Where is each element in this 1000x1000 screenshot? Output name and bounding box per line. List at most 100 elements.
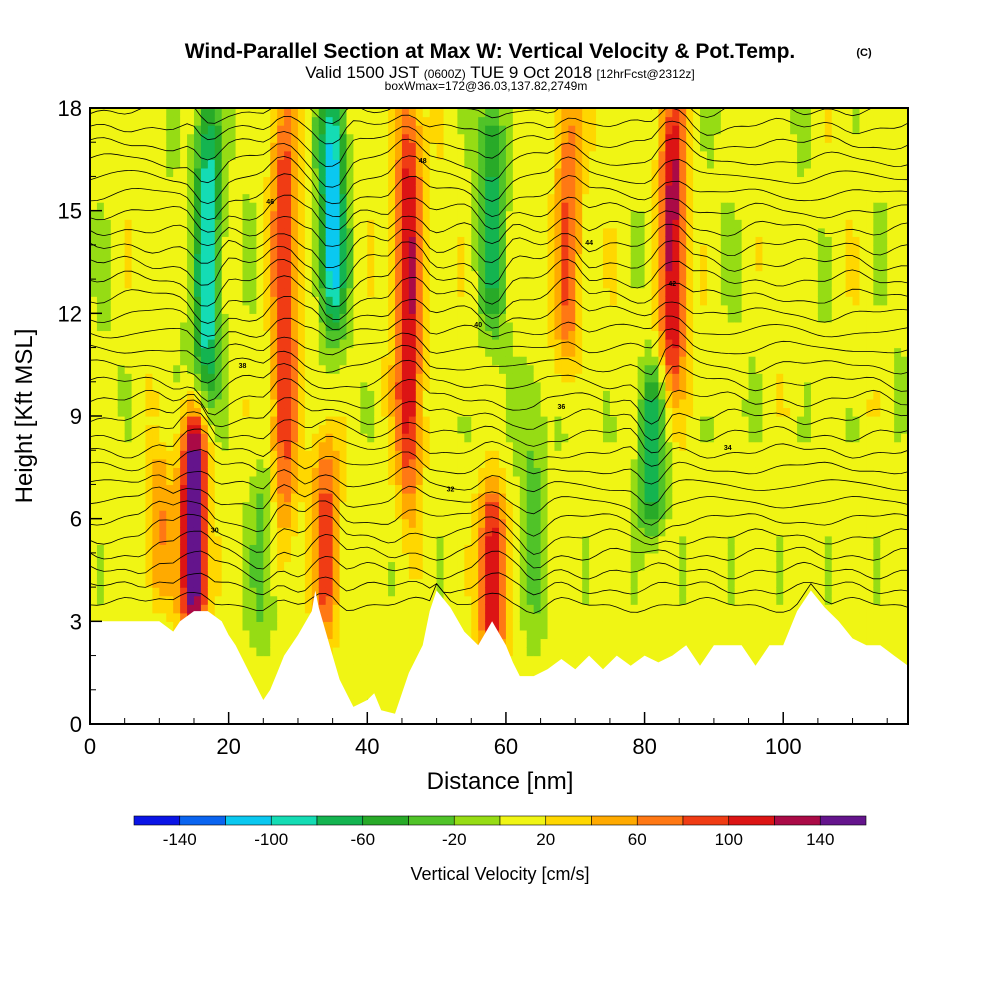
w-cell (110, 398, 119, 409)
w-cell (339, 296, 348, 306)
w-cell (554, 407, 562, 417)
w-cell (124, 467, 133, 477)
w-cell (374, 321, 382, 332)
w-cell (318, 262, 327, 272)
w-cell (297, 253, 306, 263)
w-cell (193, 270, 202, 280)
w-cell (429, 407, 438, 417)
w-cell (284, 262, 292, 272)
w-cell (401, 587, 410, 597)
w-cell (291, 116, 299, 126)
w-cell (117, 364, 126, 374)
w-cell (381, 287, 389, 297)
w-cell (499, 587, 507, 597)
w-cell (256, 604, 264, 614)
w-cell (291, 407, 299, 417)
w-cell (450, 433, 458, 443)
w-cell (395, 664, 403, 674)
w-cell (297, 441, 306, 451)
w-cell (367, 279, 375, 289)
w-cell (103, 612, 112, 622)
w-cell (311, 304, 320, 314)
w-cell (471, 587, 479, 597)
w-cell (318, 321, 327, 332)
w-cell (505, 176, 514, 186)
w-cell (395, 270, 403, 280)
subtitle-date: TUE 9 Oct 2018 (470, 63, 592, 82)
w-cell (381, 647, 389, 657)
w-cell (228, 467, 237, 477)
w-cell (297, 279, 306, 289)
w-cell (353, 167, 361, 178)
w-cell (346, 424, 355, 434)
w-cell (249, 116, 257, 126)
w-cell (242, 552, 251, 563)
w-cell (346, 535, 355, 545)
w-cell (90, 270, 98, 280)
w-cell (235, 518, 244, 528)
w-cell (117, 193, 126, 203)
w-cell (242, 262, 251, 272)
w-cell (360, 493, 368, 503)
w-cell (381, 681, 389, 691)
w-cell (277, 227, 285, 237)
w-cell (374, 176, 382, 186)
w-cell (457, 125, 465, 135)
w-cell (478, 193, 486, 203)
w-cell (478, 347, 486, 357)
w-cell (388, 185, 396, 195)
w-cell (346, 416, 355, 426)
w-cell (270, 458, 278, 468)
w-cell (214, 604, 223, 614)
w-cell (478, 210, 486, 220)
w-cell (207, 595, 216, 605)
w-cell (367, 253, 375, 263)
w-cell (554, 133, 562, 143)
w-cell (471, 467, 479, 477)
w-cell (145, 433, 153, 443)
w-cell (200, 527, 209, 537)
w-cell (263, 441, 271, 451)
w-cell (519, 604, 528, 614)
w-cell (429, 193, 438, 203)
w-cell (415, 629, 424, 640)
w-cell (436, 330, 445, 340)
w-cell (318, 450, 327, 460)
w-cell (533, 304, 542, 314)
w-cell (242, 185, 251, 195)
w-cell (395, 638, 403, 648)
w-cell (499, 219, 507, 229)
w-cell (187, 356, 195, 366)
w-cell (395, 467, 403, 477)
w-cell (422, 142, 431, 152)
w-cell (103, 304, 112, 314)
w-cell (166, 219, 174, 229)
w-cell (464, 544, 472, 554)
w-cell (381, 621, 389, 631)
w-cell (540, 664, 549, 674)
w-cell (277, 287, 285, 297)
w-cell (152, 493, 160, 503)
w-cell (395, 544, 403, 554)
w-cell (90, 347, 98, 357)
w-cell (547, 167, 556, 178)
w-cell (540, 381, 549, 391)
w-cell (346, 381, 355, 391)
w-cell (117, 202, 126, 212)
w-cell (318, 167, 327, 178)
w-cell (103, 544, 112, 554)
w-cell (346, 510, 355, 520)
w-cell (568, 621, 576, 631)
w-cell (415, 159, 424, 169)
w-cell (291, 433, 299, 443)
w-cell (117, 133, 126, 143)
w-cell (270, 116, 278, 126)
w-cell (145, 108, 153, 118)
subtitle-utc: (0600Z) (424, 67, 466, 81)
w-cell (207, 493, 216, 503)
w-cell (325, 330, 334, 340)
w-cell (193, 133, 202, 143)
w-cell (235, 304, 244, 314)
w-cell (263, 535, 271, 545)
